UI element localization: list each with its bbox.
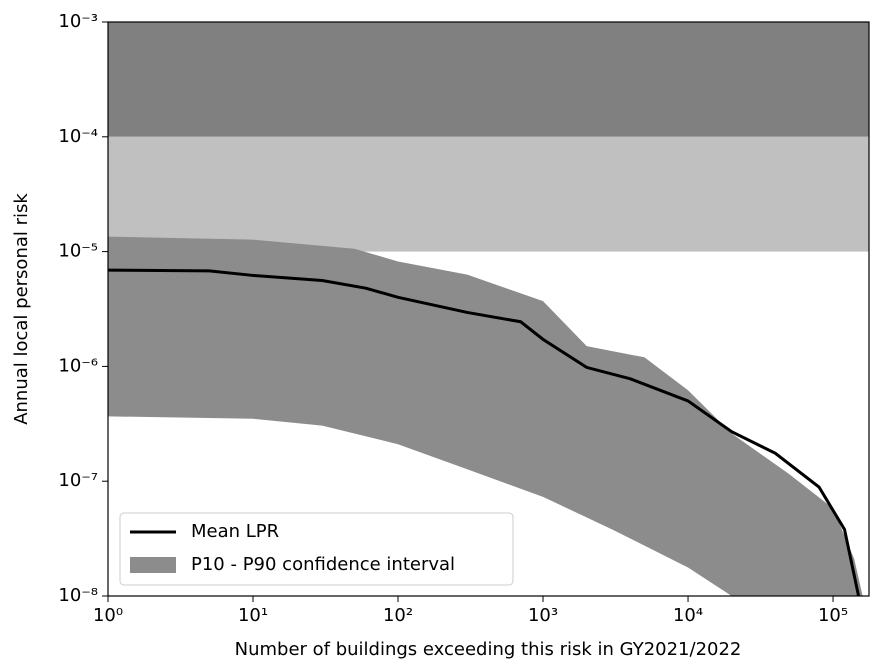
y-tick-label: 10⁻⁴ bbox=[58, 126, 98, 147]
legend: Mean LPR P10 - P90 confidence interval bbox=[119, 512, 514, 586]
y-tick-label: 10⁻⁶ bbox=[58, 355, 98, 376]
legend-label: P10 - P90 confidence interval bbox=[191, 554, 455, 575]
y-tick-label: 10⁻⁵ bbox=[58, 241, 98, 262]
x-tick-label: 10⁰ bbox=[93, 605, 123, 626]
plot-frame bbox=[107, 21, 870, 597]
legend-label: Mean LPR bbox=[191, 521, 279, 542]
x-tick-label: 10⁵ bbox=[818, 605, 848, 626]
plot-area bbox=[108, 22, 869, 596]
risk-band bbox=[108, 22, 869, 137]
x-tick-label: 10² bbox=[383, 605, 413, 626]
x-axis-label: Number of buildings exceeding this risk … bbox=[235, 639, 742, 660]
x-tick-label: 10¹ bbox=[238, 605, 268, 626]
legend-swatch bbox=[130, 557, 176, 573]
y-tick-label: 10⁻³ bbox=[58, 11, 98, 32]
confidence-area bbox=[108, 236, 863, 596]
mean-line bbox=[108, 268, 861, 596]
y-tick-label: 10⁻⁷ bbox=[58, 470, 98, 491]
legend-box bbox=[119, 512, 514, 586]
y-axis-label: Annual local personal risk bbox=[11, 193, 32, 425]
x-tick-label: 10³ bbox=[528, 605, 558, 626]
x-tick-label: 10⁴ bbox=[673, 605, 703, 626]
risk-band bbox=[108, 136, 869, 252]
y-tick-label: 10⁻⁸ bbox=[58, 585, 98, 606]
